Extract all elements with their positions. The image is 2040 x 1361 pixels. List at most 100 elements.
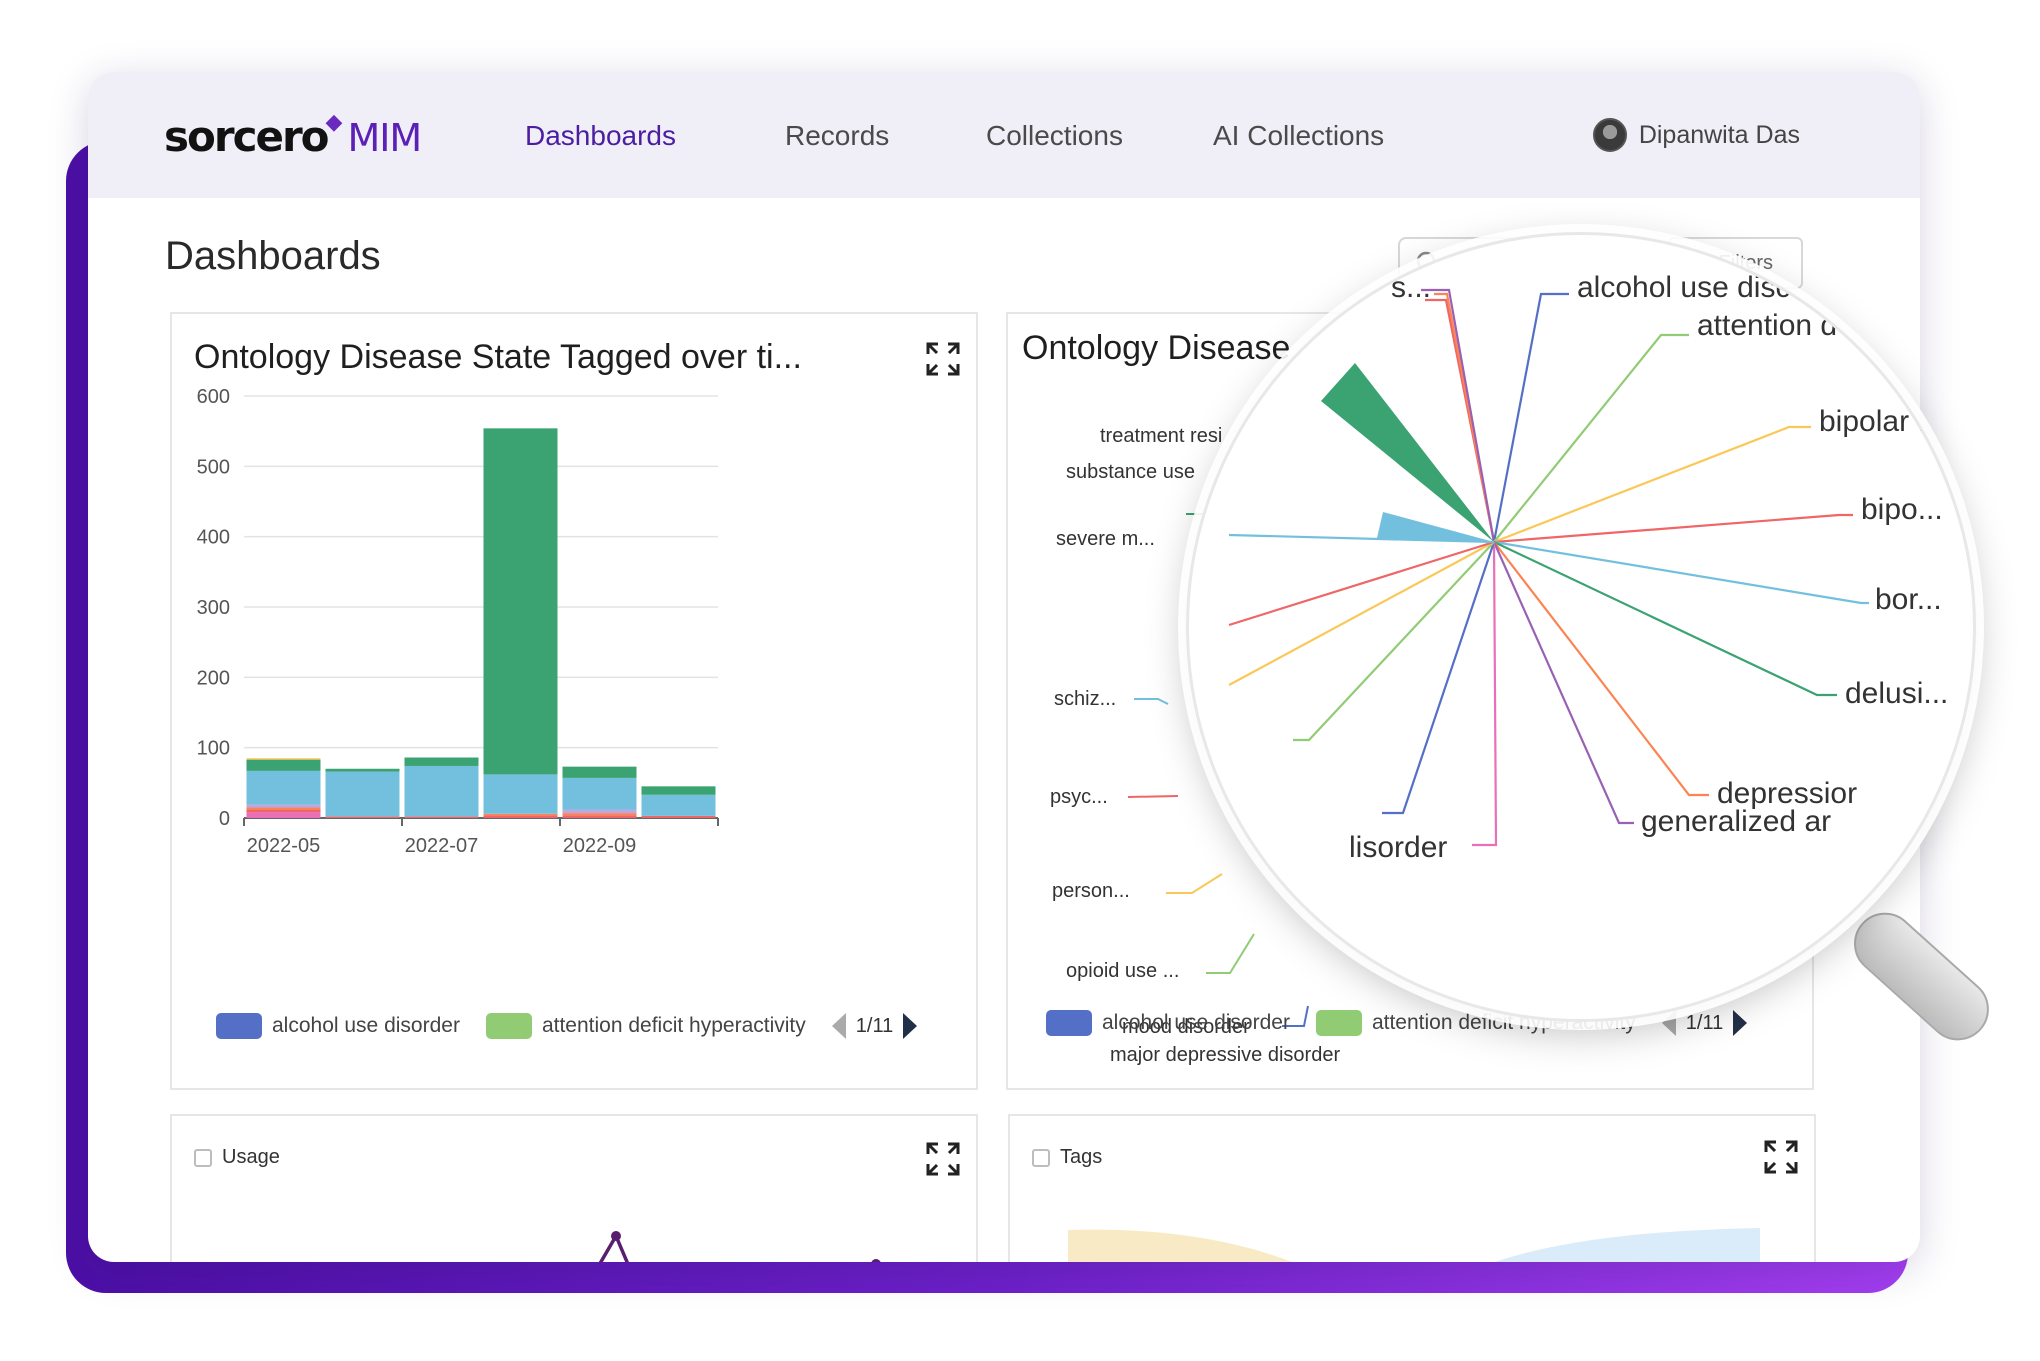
- pie-label: attention d: [1697, 309, 1837, 342]
- bar-chart: 0 100 200 300 400 500 600 2022-05 2022-07 2022-09: [197, 386, 719, 857]
- bar-segment: [246, 770, 321, 805]
- pie-label: major depressive disorder: [1110, 1044, 1341, 1066]
- nav-collections[interactable]: Collections: [986, 120, 1123, 151]
- pie-chart-title: Ontology Disease: [1022, 329, 1291, 367]
- legend-label: alcohol use disorder: [1102, 1011, 1290, 1034]
- pie-chart-zoomed: s... alcohol use disc attention d bipola…: [1228, 271, 1948, 864]
- user-menu[interactable]: Dipanwita Das: [1592, 118, 1800, 152]
- legend-swatch: [216, 1013, 262, 1039]
- legend-swatch: [1315, 1010, 1362, 1036]
- bar-chart-legend: alcohol use disorder attention deficit h…: [216, 1013, 918, 1039]
- y-tick-label: 400: [197, 527, 230, 549]
- bar-segment: [562, 815, 637, 818]
- x-tick-label: 2022-05: [247, 835, 320, 857]
- legend-swatch: [485, 1013, 532, 1039]
- bar-segment: [246, 758, 321, 760]
- logo-brand: sorcero: [164, 112, 330, 161]
- pie-label: schiz...: [1054, 688, 1117, 710]
- legend-item[interactable]: alcohol use disorder: [1046, 1010, 1290, 1036]
- bar-segment: [325, 816, 400, 818]
- prev-page-icon[interactable]: [831, 1013, 846, 1039]
- expand-icon[interactable]: [1762, 1138, 1800, 1176]
- expand-icon[interactable]: [924, 340, 962, 378]
- pie-label: bipolar ...: [1819, 405, 1942, 438]
- bar-segment: [404, 757, 479, 766]
- pie-label: psyc...: [1050, 786, 1108, 808]
- pie-slice-treatment-resistant[interactable]: [1321, 363, 1494, 542]
- usage-title: Usage: [222, 1146, 280, 1168]
- pie-leader-lines: [1127, 513, 1309, 1027]
- legend-swatch: [1046, 1010, 1092, 1036]
- next-page-icon[interactable]: [1733, 1010, 1748, 1036]
- nav-ai-collections[interactable]: AI Collections: [1213, 120, 1385, 151]
- sorcero-mim-logo[interactable]: sorcero ◆ MIM: [164, 109, 422, 161]
- logo-diamond-icon: ◆: [325, 109, 343, 134]
- bar-chart-card: Ontology Disease State Tagged over ti...…: [170, 312, 978, 1090]
- pie-label: alcohol use disc: [1577, 271, 1790, 304]
- pager-text: 1/11: [855, 1014, 894, 1037]
- nav-records[interactable]: Records: [785, 120, 890, 151]
- user-name: Dipanwita Das: [1638, 120, 1800, 149]
- pie-label: substance use: [1066, 461, 1195, 483]
- bar-segment: [325, 771, 400, 817]
- bar-segment: [641, 794, 716, 816]
- magnifier-lens: s... alcohol use disc attention d bipola…: [1186, 232, 1976, 1022]
- pie-label: lisorder: [1349, 831, 1447, 864]
- legend-item[interactable]: alcohol use disorder: [216, 1013, 460, 1039]
- x-tick-label: 2022-07: [405, 835, 478, 857]
- tags-checkbox[interactable]: [1032, 1148, 1050, 1167]
- tags-area-chart: [1068, 1228, 1760, 1262]
- pie-label: depressior: [1717, 777, 1857, 810]
- top-navigation-bar: sorcero ◆ MIM Dashboards Records Collect…: [88, 72, 1920, 198]
- bar-segment: [246, 809, 321, 813]
- pie-label: delusi...: [1845, 677, 1948, 710]
- pie-label: treatment resi: [1100, 425, 1223, 447]
- legend-label: alcohol use disorder: [272, 1014, 460, 1037]
- y-tick-label: 500: [197, 456, 230, 478]
- logo-product: MIM: [347, 116, 422, 160]
- pie-slice-severe-mental[interactable]: [1377, 512, 1494, 542]
- y-tick-label: 300: [197, 597, 230, 619]
- bar-segment: [562, 809, 637, 814]
- legend-pager: 1/11: [831, 1013, 918, 1039]
- tags-card: Tags: [1008, 1114, 1816, 1262]
- bar-segment: [483, 774, 558, 814]
- bar-segment: [404, 816, 479, 818]
- legend-pager: 1/11: [1661, 1010, 1748, 1036]
- bar-segment: [246, 804, 321, 808]
- usage-checkbox[interactable]: [194, 1148, 212, 1167]
- pie-label: bor...: [1875, 583, 1942, 616]
- bar-segment: [404, 765, 479, 817]
- bar-segment: [483, 813, 558, 816]
- avatar: [1592, 118, 1627, 152]
- legend-item[interactable]: attention deficit hyperactivity: [485, 1013, 806, 1039]
- nav-dashboards[interactable]: Dashboards: [525, 120, 676, 151]
- bar-chart-title: Ontology Disease State Tagged over ti...: [194, 338, 802, 376]
- pie-label: bipo...: [1861, 493, 1943, 526]
- y-tick-label: 0: [219, 808, 230, 830]
- prev-page-icon[interactable]: [1661, 1010, 1676, 1036]
- legend-label: attention deficit hyperactivity: [541, 1014, 806, 1037]
- next-page-icon[interactable]: [903, 1013, 918, 1039]
- pie-label: generalized ar: [1641, 805, 1831, 838]
- bar-segment: [562, 766, 637, 778]
- bar-segment: [246, 807, 321, 810]
- expand-icon[interactable]: [924, 1140, 962, 1178]
- pie-label: person...: [1052, 880, 1130, 902]
- bar-segment: [483, 815, 558, 818]
- bar-segment: [483, 428, 558, 775]
- bar-segment: [562, 777, 637, 810]
- y-tick-label: 200: [197, 667, 230, 689]
- bar-segment: [325, 768, 400, 772]
- bar-segment: [562, 813, 637, 816]
- pie-label: severe m...: [1056, 528, 1155, 550]
- pie-label: opioid use ...: [1066, 960, 1180, 982]
- pie-label: mood disorder: [1122, 1016, 1250, 1038]
- pager-text: 1/11: [1685, 1011, 1724, 1034]
- page-title: Dashboards: [165, 234, 381, 278]
- usage-card-header: Usage: [194, 1146, 280, 1169]
- bar-segment: [641, 786, 716, 795]
- bar-segment: [246, 759, 321, 771]
- y-tick-label: 600: [197, 386, 230, 408]
- bar-segment: [246, 812, 321, 818]
